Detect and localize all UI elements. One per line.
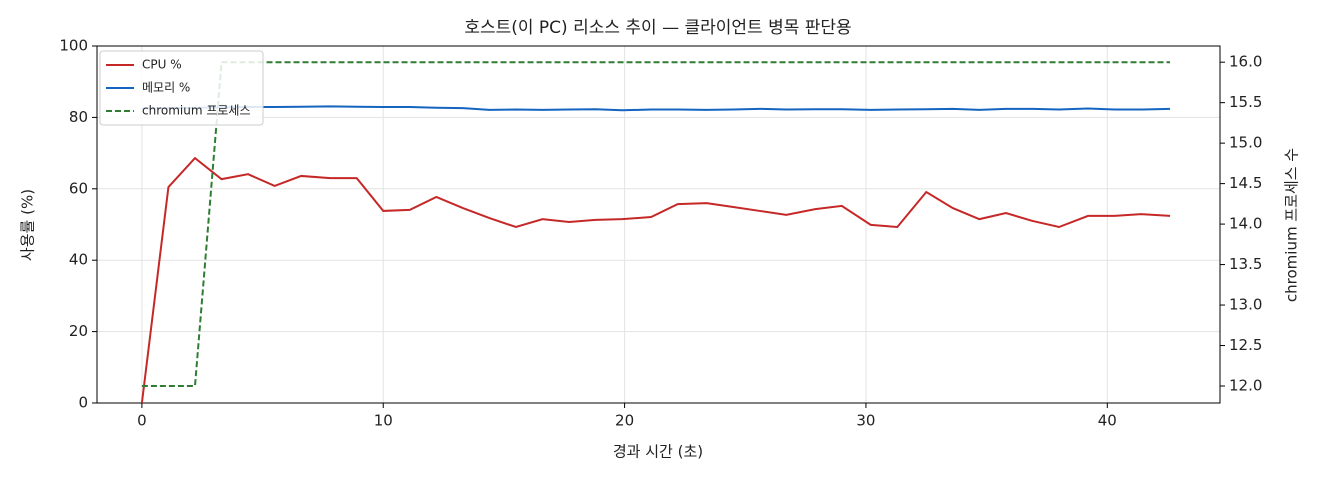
y2-tick-label: 14.5 — [1229, 174, 1262, 192]
x-tick-label: 0 — [137, 412, 147, 430]
x-tick-label: 30 — [856, 412, 875, 430]
plot-frame — [96, 45, 1221, 404]
y-tick-label: 0 — [78, 394, 88, 412]
y2-tick-label: 14.0 — [1229, 215, 1262, 233]
series-line — [141, 61, 1171, 387]
y2-tick-label: 12.5 — [1229, 336, 1262, 354]
series-line — [140, 156, 1171, 404]
y2-tick-label: 13.0 — [1229, 296, 1262, 314]
y2-tick-label: 15.0 — [1229, 134, 1262, 152]
x-tick-label: 20 — [615, 412, 634, 430]
x-tick-label: 10 — [374, 412, 393, 430]
y2-tick-label: 16.0 — [1229, 53, 1262, 71]
y2-tick-label: 13.5 — [1229, 255, 1262, 273]
y-tick-label: 60 — [69, 179, 88, 197]
legend-label: 메모리 % — [142, 81, 190, 95]
chart-title: 호스트(이 PC) 리소스 추이 — 클라이언트 병목 판단용 — [464, 18, 851, 38]
legend-box — [99, 50, 264, 126]
legend-label: CPU % — [142, 58, 182, 72]
y-tick-label: 80 — [69, 108, 88, 126]
legend-label: chromium 프로세스 — [142, 104, 251, 118]
y2-tick-label: 12.0 — [1229, 377, 1262, 395]
y2-axis-label: chromium 프로세스 수 — [1283, 148, 1301, 302]
y-tick-label: 20 — [69, 322, 88, 340]
series-line — [141, 105, 1171, 112]
x-tick-label: 40 — [1098, 412, 1117, 430]
y-axis-label: 사용률 (%) — [19, 189, 37, 261]
y-tick-label: 100 — [59, 37, 88, 55]
x-axis-label: 경과 시간 (초) — [613, 443, 703, 461]
y-tick-label: 40 — [69, 251, 88, 269]
y2-tick-label: 15.5 — [1229, 93, 1262, 111]
